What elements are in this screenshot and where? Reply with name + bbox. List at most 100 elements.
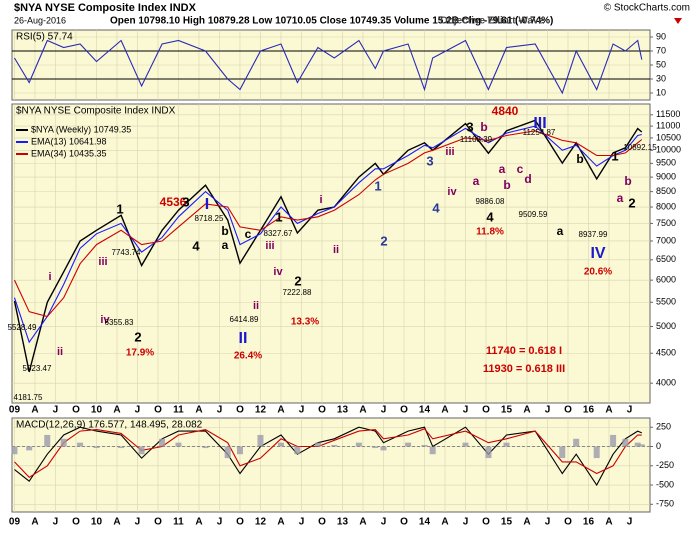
annotation: 2 [628, 195, 635, 210]
x-tick-label: A [195, 517, 202, 528]
histogram-bar [26, 446, 33, 451]
x-tick-label: O [72, 517, 80, 528]
annotation: ii [253, 300, 259, 312]
y-tick-label: 250 [656, 422, 671, 432]
x-tick-label: A [359, 405, 366, 416]
y-tick-label: 7500 [656, 218, 676, 228]
y-tick-label: -250 [656, 460, 674, 470]
histogram-bar [277, 442, 284, 447]
x-tick-label: J [545, 405, 551, 416]
x-tick-label: O [318, 405, 326, 416]
x-tick-label: A [441, 517, 448, 528]
x-tick-label: A [195, 405, 202, 416]
x-tick-label: J [53, 405, 59, 416]
annotation: 20.6% [584, 267, 612, 278]
annotation: 6414.89 [230, 315, 259, 324]
histogram-bar [559, 446, 566, 459]
annotation: a [617, 191, 624, 205]
x-tick-label: J [627, 517, 633, 528]
annotation: 4181.75 [14, 393, 43, 402]
histogram-bar [380, 446, 387, 451]
y-tick-label: 0 [656, 441, 661, 451]
x-tick-label: 10 [91, 405, 103, 416]
x-tick-label: 12 [255, 405, 267, 416]
histogram-bar [634, 442, 641, 447]
caption: Objective Elliott Wave [440, 16, 545, 27]
series-line [14, 426, 643, 487]
annotation: 8718.25 [195, 214, 224, 223]
x-tick-label: A [441, 405, 448, 416]
x-tick-label: 13 [337, 517, 349, 528]
annotation: I [205, 196, 209, 213]
x-tick-label: A [113, 517, 120, 528]
x-tick-label: O [564, 405, 572, 416]
x-tick-label: O [318, 517, 326, 528]
annotation: 10892.15 [623, 143, 657, 152]
x-tick-label: A [31, 405, 38, 416]
x-tick-label: J [217, 405, 223, 416]
annotation: 11.8% [476, 227, 504, 238]
x-tick-label: 12 [255, 517, 267, 528]
annotation: 2 [380, 233, 387, 248]
y-tick-label: 8500 [656, 186, 676, 196]
y-tick-label: 9500 [656, 158, 676, 168]
annotation: IV [590, 245, 605, 262]
histogram-bar [485, 446, 492, 459]
histogram-bar [257, 434, 264, 447]
annotation: b [576, 152, 583, 166]
annotation: iv [100, 314, 110, 326]
y-tick-label: 4000 [656, 378, 676, 388]
x-tick-label: O [482, 517, 490, 528]
annotation: 4536 [160, 195, 187, 209]
series-line [13, 125, 642, 344]
histogram-bar [421, 444, 428, 447]
x-tick-label: 14 [419, 517, 431, 528]
x-tick-label: O [236, 517, 244, 528]
annotation: 4840 [492, 104, 519, 118]
y-tick-label: 11500 [656, 109, 680, 119]
x-tick-label: 09 [9, 517, 21, 528]
annotation: 1 [275, 209, 282, 224]
x-tick-label: J [381, 517, 387, 528]
x-tick-label: J [627, 405, 633, 416]
histogram-bar [405, 442, 412, 447]
x-tick-label: J [463, 405, 469, 416]
y-tick-label: 9000 [656, 171, 676, 181]
watermark: © StockCharts.com [604, 3, 690, 14]
x-tick-label: A [113, 405, 120, 416]
x-tick-label: O [482, 405, 490, 416]
annotation: iii [265, 240, 274, 252]
annotation: 1 [374, 178, 381, 193]
legend-label: EMA(13) 10641.98 [31, 136, 107, 146]
x-tick-label: O [400, 405, 408, 416]
annotation: c [517, 162, 524, 176]
x-tick-label: A [605, 405, 612, 416]
x-tick-label: 14 [419, 405, 431, 416]
y-tick-label: 5500 [656, 297, 676, 307]
histogram-bar [462, 442, 469, 447]
annotation: b [624, 174, 631, 188]
annotation: 2 [134, 329, 141, 344]
histogram-bar [314, 442, 321, 447]
x-tick-label: A [277, 517, 284, 528]
x-tick-label: A [523, 517, 530, 528]
annotation: 9509.59 [519, 210, 548, 219]
annotation: b [480, 120, 487, 134]
x-tick-label: A [31, 517, 38, 528]
series-line [14, 39, 643, 95]
annotation: 7222.88 [283, 288, 312, 297]
annotation: 11254.87 [523, 128, 556, 137]
y-tick-label: 10000 [656, 145, 681, 155]
annotation: 9886.08 [476, 197, 505, 206]
y-tick-label: 4500 [656, 348, 676, 358]
annotation: 1 [116, 201, 123, 216]
annotation: II [239, 330, 248, 347]
series-line [14, 428, 642, 479]
histogram-bar [93, 446, 100, 449]
x-tick-label: O [236, 405, 244, 416]
chart-date: 26-Aug-2016 [14, 15, 66, 25]
x-tick-label: 10 [91, 517, 103, 528]
histogram-bar [355, 442, 362, 447]
x-tick-label: J [135, 517, 141, 528]
